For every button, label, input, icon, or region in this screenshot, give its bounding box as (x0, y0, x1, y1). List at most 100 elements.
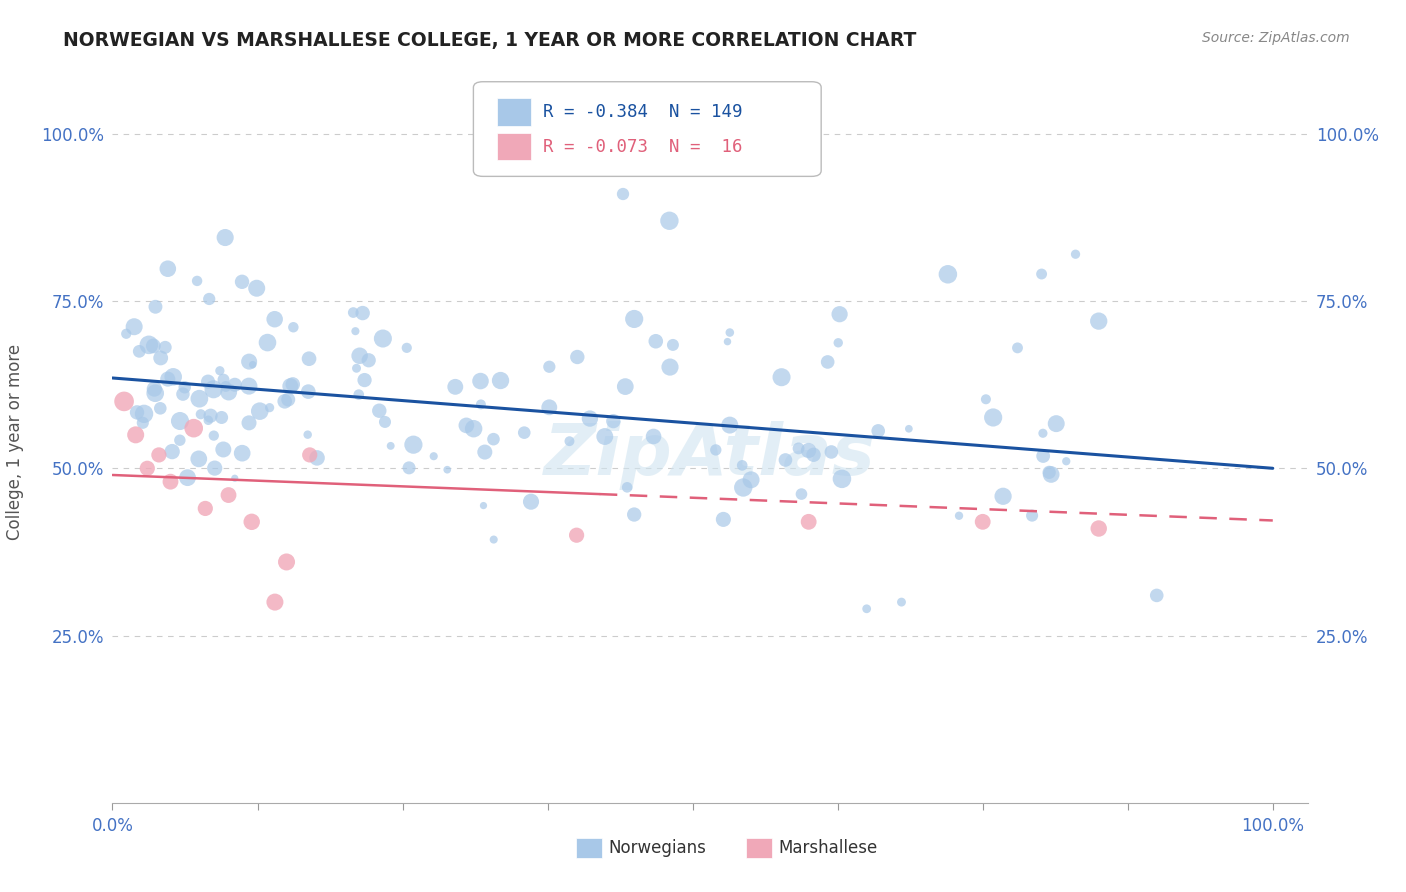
Point (128, 344, 150, 359)
Point (817, 355, 839, 369)
Point (297, 427, 319, 442)
Point (398, 461, 420, 475)
Bar (576, 838, 603, 858)
Point (352, 306, 374, 320)
Point (218, 385, 240, 400)
Point (208, 364, 231, 378)
Point (470, 397, 492, 411)
Point (305, 450, 328, 465)
Point (981, 410, 1004, 425)
Point (187, 451, 209, 466)
Point (160, 444, 183, 458)
Point (489, 374, 512, 388)
Point (1032, 426, 1054, 441)
Point (281, 377, 304, 392)
Point (125, 405, 148, 419)
Point (422, 449, 444, 463)
Point (125, 427, 148, 442)
Point (344, 324, 367, 338)
Point (298, 448, 321, 462)
Point (718, 326, 741, 340)
Point (197, 375, 219, 389)
Point (149, 401, 172, 416)
Point (277, 392, 299, 407)
Point (868, 424, 890, 438)
Point (623, 312, 645, 326)
Point (936, 268, 959, 282)
Point (115, 326, 138, 341)
Point (612, 187, 634, 202)
Point (148, 448, 170, 462)
Point (472, 499, 495, 513)
Point (186, 274, 208, 288)
Point (602, 414, 624, 428)
Point (775, 453, 797, 467)
Point (1040, 467, 1063, 482)
Point (238, 379, 260, 393)
Point (456, 418, 478, 433)
Point (395, 341, 418, 355)
FancyBboxPatch shape (474, 82, 821, 177)
Point (733, 481, 755, 495)
Point (463, 422, 485, 436)
Point (659, 360, 682, 375)
Point (593, 429, 616, 443)
Point (797, 515, 820, 529)
Point (159, 475, 181, 489)
Point (538, 401, 561, 415)
Point (716, 334, 738, 349)
Point (474, 445, 496, 459)
Point (188, 392, 211, 406)
Point (256, 335, 278, 350)
Text: Marshallese: Marshallese (778, 839, 877, 857)
Point (112, 394, 135, 409)
Point (211, 410, 233, 425)
Point (242, 358, 264, 372)
Point (1032, 449, 1054, 463)
Point (353, 373, 375, 387)
Point (482, 533, 505, 547)
Point (402, 438, 425, 452)
Point (274, 394, 297, 409)
Point (1031, 267, 1053, 281)
Point (246, 281, 269, 295)
Point (616, 480, 638, 494)
Point (890, 595, 912, 609)
Point (143, 386, 166, 401)
Point (991, 489, 1014, 503)
Bar (498, 98, 531, 126)
Point (827, 335, 849, 350)
Point (263, 312, 285, 326)
Point (218, 488, 240, 502)
Point (565, 528, 588, 542)
Point (240, 515, 263, 529)
Point (194, 501, 217, 516)
Point (643, 429, 665, 443)
Point (136, 461, 159, 475)
Point (238, 354, 260, 368)
Point (974, 392, 997, 407)
Point (298, 351, 321, 366)
Y-axis label: College, 1 year or more: College, 1 year or more (7, 343, 24, 540)
Point (436, 463, 458, 477)
Point (231, 446, 253, 460)
Point (283, 320, 305, 334)
Point (357, 353, 380, 368)
Point (172, 387, 194, 401)
Text: NORWEGIAN VS MARSHALLESE COLLEGE, 1 YEAR OR MORE CORRELATION CHART: NORWEGIAN VS MARSHALLESE COLLEGE, 1 YEAR… (63, 31, 917, 50)
Point (176, 470, 198, 484)
Point (264, 595, 287, 609)
Point (623, 508, 645, 522)
Point (132, 416, 155, 430)
Point (1038, 466, 1060, 480)
Point (1064, 247, 1087, 261)
Point (162, 369, 184, 384)
Point (204, 461, 226, 475)
Point (368, 403, 391, 417)
Point (183, 421, 205, 435)
Point (803, 448, 825, 462)
Point (197, 413, 219, 427)
Point (1045, 417, 1067, 431)
Point (520, 494, 543, 508)
Point (346, 361, 368, 376)
